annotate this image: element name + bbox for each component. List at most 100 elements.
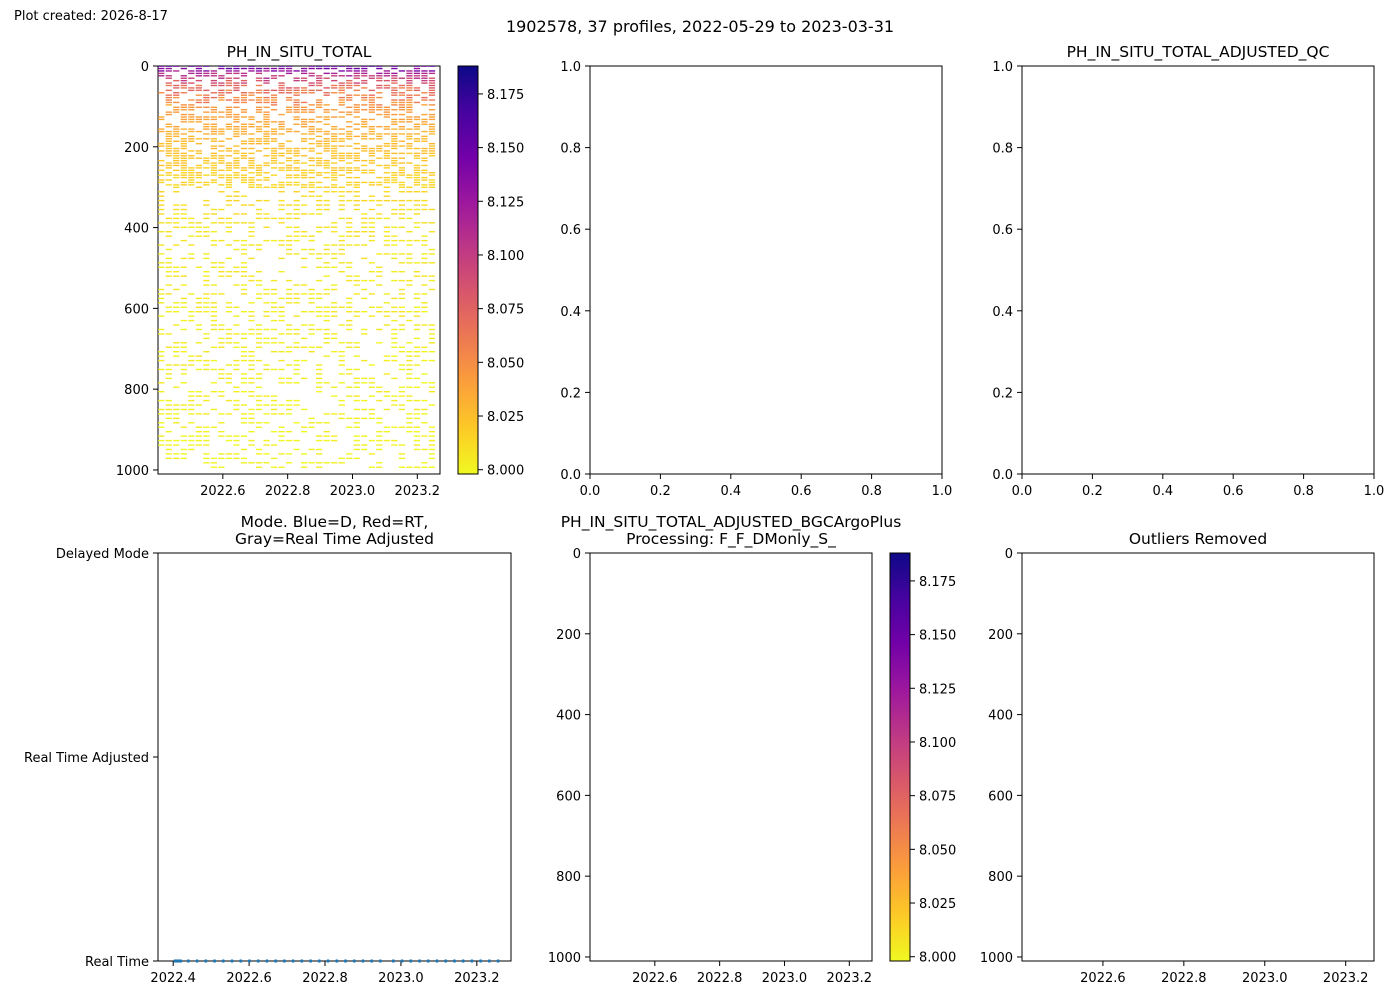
ph-raw-data-mark [368,155,375,157]
ph-raw-data-mark [421,262,428,264]
ph-raw-data-mark [263,311,270,313]
ph-raw-data-mark [165,453,172,455]
ph-raw-data-mark [218,222,225,224]
ph-raw-data-mark [233,172,240,174]
ph-raw-data-mark [368,199,375,202]
ph-raw-data-mark [203,70,210,72]
ph-raw-data-mark [195,167,202,169]
ph-raw-data-mark [270,140,278,142]
ph-raw-data-mark [421,123,428,125]
ph-raw-data-mark [323,328,330,331]
ph-raw-data-mark [323,430,330,433]
ph-raw-data-mark [203,311,210,313]
ph-raw-data-mark [398,293,406,295]
ph-raw-data-mark [158,368,165,371]
ph-raw-data-mark [248,244,255,246]
ph-raw-data-mark [285,408,293,411]
ph-raw-data-mark [376,150,383,152]
ph-raw-data-mark [391,157,398,159]
ph-raw-data-mark [188,413,195,415]
ph-raw-data-mark [195,324,202,326]
ph-raw-data-mark [376,181,383,184]
ph-raw-data-mark [165,262,172,264]
ph-raw-data-mark [158,66,165,67]
ph-raw-data-mark [316,293,323,295]
ph-raw-data-mark [188,72,195,75]
ph-raw-data-mark [188,311,195,313]
ph-raw-data-mark [346,167,353,169]
ph-raw-data-mark [180,155,187,157]
ph-raw-data-mark [413,239,421,242]
ph-raw-data-mark [391,142,398,145]
ph-raw-data-mark [376,135,383,138]
ph-raw-data-mark [316,195,323,197]
ph-raw-data-mark [255,89,263,92]
ph-raw-data-mark [240,275,248,277]
ph-raw-data-mark [338,351,345,353]
ph-raw-data-mark [346,70,353,72]
ph-raw-data-mark [391,176,398,179]
ph-raw-ytick-label: 0 [141,60,149,75]
ph-raw-data-mark [428,435,436,437]
ph-raw-data-mark [263,164,270,167]
ph-raw-data-mark [165,399,172,402]
ph-raw-data-mark [173,101,180,104]
ph-raw-data-mark [383,430,390,433]
ph-raw-data-mark [353,275,360,277]
ph-raw-data-mark [361,257,368,260]
ph-raw-data-mark [428,70,436,72]
ph-raw-data-mark [323,77,330,79]
ph-raw-data-mark [240,157,248,159]
ph-raw-data-mark [233,191,240,193]
ph-raw-data-mark [323,355,330,357]
ph-raw-data-mark [368,77,375,79]
ph-raw-data-mark [338,417,345,420]
ph-raw-data-mark [346,106,353,109]
ph-raw-data-mark [195,311,202,313]
ph-raw-data-mark [203,204,210,206]
ph-raw-data-mark [233,359,240,362]
ph-raw-data-mark [331,288,338,291]
ph-raw-data-mark [428,275,436,277]
ph-raw-data-mark [195,430,202,433]
ph-raw-data-mark [376,106,383,109]
ph-raw-data-mark [203,364,210,366]
ph-raw-data-mark [225,176,233,179]
ph-raw-data-mark [308,186,315,188]
ph-raw-data-mark [195,435,202,437]
ph-raw-data-mark [158,208,165,211]
ph-raw-data-mark [248,123,255,125]
ph-raw-data-mark [413,439,421,442]
ph-raw-data-mark [255,293,263,295]
ph-raw-data-mark [346,181,353,184]
ph-raw-data-mark [180,121,187,123]
ph-raw-data-mark [233,130,240,133]
ph-raw-data-mark [263,213,270,215]
ph-raw-data-mark [233,96,240,99]
ph-raw-data-mark [270,288,278,291]
ph-raw-data-mark [413,167,421,169]
ph-raw-data-mark [225,453,233,455]
ph-raw-data-mark [406,128,413,130]
ph-raw-data-mark [158,333,165,335]
ph-raw-data-mark [285,66,293,67]
ph-raw-data-mark [323,138,330,140]
ph-raw-data-mark [270,99,278,101]
ph-raw-frame [157,65,441,475]
ph-raw-data-mark [285,279,293,282]
ph-raw-data-mark [158,130,165,133]
ph-raw-data-mark [331,266,338,268]
ph-raw-data-mark [210,208,218,211]
ph-raw-data-mark [428,150,436,152]
ph-raw-data-mark [308,333,315,335]
ph-raw-data-mark [413,138,421,140]
ph-raw-data-mark [233,82,240,84]
ph-raw-data-mark [278,222,285,224]
ph-raw-data-mark [158,266,165,268]
ph-raw-data-mark [210,162,218,164]
mode-data-point [479,959,483,963]
ph-raw-data-mark [263,133,270,135]
ph-raw-data-mark [188,70,195,72]
ph-raw-data-mark [331,125,338,128]
ph-raw-data-mark [278,82,285,84]
